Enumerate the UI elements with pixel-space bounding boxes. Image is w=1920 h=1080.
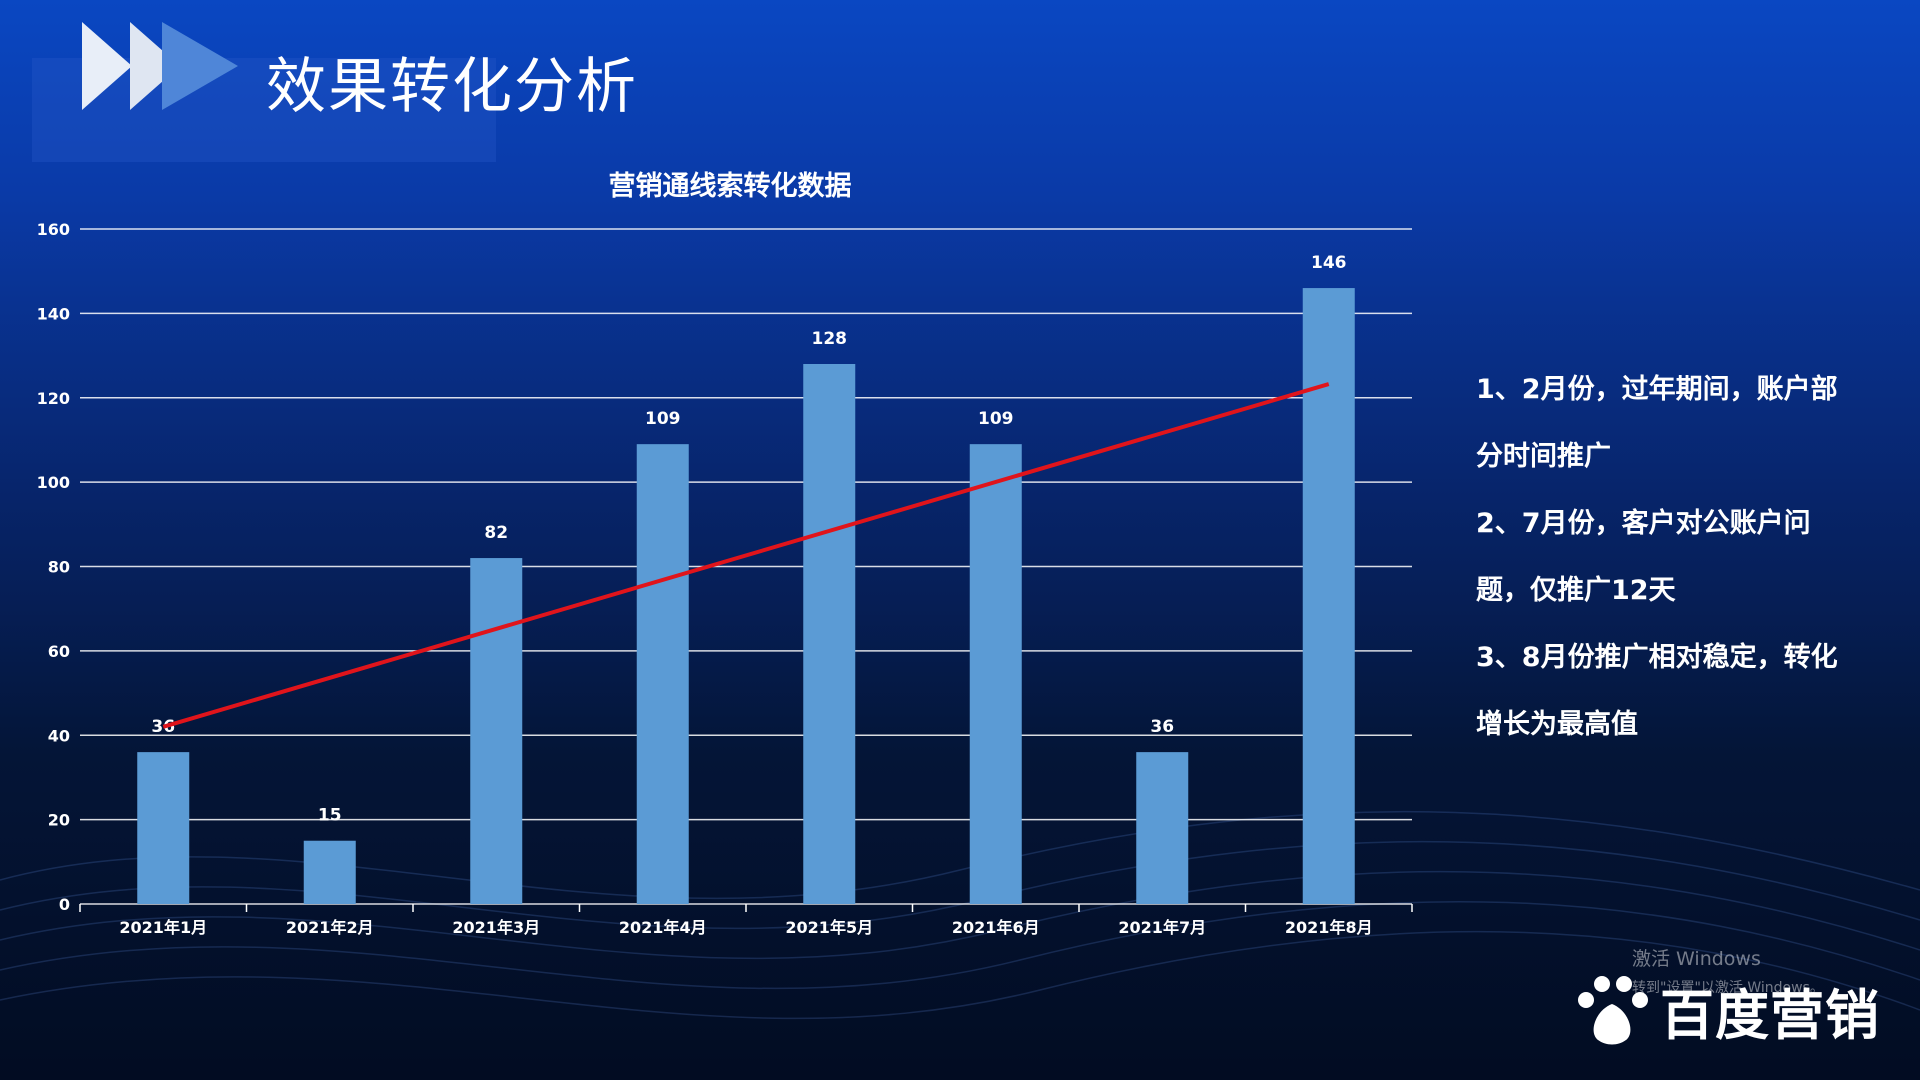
- y-tick-label: 60: [48, 642, 70, 661]
- bar: [470, 558, 523, 904]
- data-label: 146: [1311, 253, 1347, 273]
- watermark-line2: 转到"设置"以激活 Windows。: [1632, 980, 1824, 996]
- bar: [1302, 288, 1355, 904]
- data-label: 109: [645, 409, 681, 429]
- background-waves: [0, 810, 1920, 1020]
- x-tick-label: 2021年3月: [452, 918, 540, 937]
- x-tick-label: 2021年1月: [119, 918, 207, 937]
- y-tick-label: 20: [48, 811, 70, 830]
- data-label: 15: [318, 806, 342, 826]
- page-title: 效果转化分析: [266, 52, 638, 122]
- bar-chart: 0 20 40 60 80 100 120 140 160 36 2021年1月 15 2021年2月 8…: [37, 220, 1373, 937]
- y-tick-label: 40: [48, 726, 70, 745]
- watermark-line1: 激活 Windows: [1632, 948, 1761, 970]
- bar: [137, 752, 190, 904]
- x-tick-label: 2021年8月: [1285, 918, 1373, 937]
- trendline: [162, 382, 1330, 729]
- note-item: 3、8月份推广相对稳定，转化增长为最高值: [1476, 642, 1838, 740]
- bar: [1136, 752, 1189, 904]
- x-tick-label: 2021年6月: [952, 918, 1040, 937]
- x-tick-label: 2021年5月: [785, 918, 873, 937]
- data-label: 128: [812, 329, 848, 349]
- y-tick-label: 120: [37, 389, 70, 408]
- note-item: 1、2月份，过年期间，账户部分时间推广: [1476, 374, 1838, 472]
- bar: [303, 840, 356, 904]
- y-tick-label: 80: [48, 558, 70, 577]
- fast-forward-icon: [82, 22, 238, 110]
- x-tick-label: 2021年7月: [1118, 918, 1206, 937]
- x-tick-label: 2021年2月: [286, 918, 374, 937]
- x-tick-label: 2021年4月: [619, 918, 707, 937]
- notes-panel: 1、2月份，过年期间，账户部分时间推广 2、7月份，客户对公账户问题，仅推广12…: [1476, 356, 1856, 758]
- data-label: 36: [151, 717, 175, 737]
- y-tick-label: 160: [37, 220, 70, 239]
- y-tick-label: 100: [37, 473, 70, 492]
- bar: [969, 444, 1022, 904]
- data-label: 109: [978, 409, 1014, 429]
- bar: [636, 444, 689, 904]
- windows-activation-watermark: 激活 Windows 转到"设置"以激活 Windows。: [1632, 944, 1824, 997]
- brand-logo: 百度营销: [1574, 974, 1880, 1047]
- y-tick-label: 140: [37, 304, 70, 323]
- bar: [803, 364, 856, 904]
- data-label: 82: [484, 523, 508, 543]
- note-item: 2、7月份，客户对公账户问题，仅推广12天: [1476, 508, 1811, 606]
- brand-name: 百度营销: [1660, 983, 1880, 1047]
- data-label: 36: [1150, 717, 1174, 737]
- chart-title: 营销通线索转化数据: [608, 171, 852, 202]
- paw-icon: [1578, 976, 1648, 1045]
- y-tick-label: 0: [59, 895, 70, 914]
